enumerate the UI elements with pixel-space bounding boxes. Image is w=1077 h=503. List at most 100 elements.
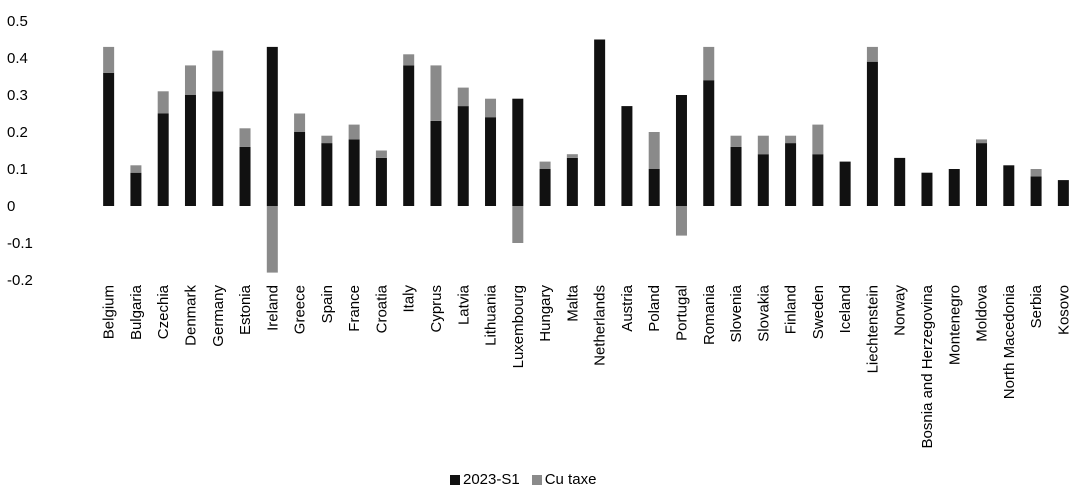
bar-cu-taxe [430, 65, 442, 121]
legend-swatch-series-1 [450, 474, 460, 485]
bar-cu-taxe [266, 206, 278, 273]
bar-2023-s1 [675, 95, 687, 206]
bar-2023-s1 [457, 106, 469, 206]
x-tick-label: Liechtenstein [864, 285, 881, 373]
x-tick-label: Norway [892, 285, 909, 336]
x-tick-label: Slovenia [728, 284, 745, 342]
x-tick-label: Kosovo [1055, 285, 1072, 335]
bar-2023-s1 [1030, 176, 1042, 206]
x-tick-label: Poland [646, 285, 663, 332]
bar-cu-taxe [539, 161, 551, 169]
x-tick-label: North Macedonia [1001, 284, 1018, 399]
legend-swatch-series-2 [531, 474, 542, 485]
bar-2023-s1 [921, 172, 933, 206]
bar-cu-taxe [485, 98, 497, 118]
bar-cu-taxe [976, 139, 988, 144]
x-tick-label: Moldova [974, 284, 991, 341]
y-tick-label: 0.2 [7, 124, 28, 141]
bar-cu-taxe [866, 46, 878, 62]
bar-2023-s1 [375, 157, 387, 206]
x-tick-label: Netherlands [592, 285, 609, 366]
x-tick-label: Hungary [537, 285, 554, 342]
bar-2023-s1 [866, 61, 878, 207]
bar-2023-s1 [212, 91, 224, 206]
bar-cu-taxe [757, 135, 769, 155]
x-tick-label: Croatia [373, 284, 390, 333]
bar-cu-taxe [812, 124, 824, 155]
bar-2023-s1 [184, 95, 196, 206]
bar-2023-s1 [403, 65, 415, 207]
bar-2023-s1 [785, 143, 797, 206]
x-tick-label: Belgium [101, 285, 118, 339]
bar-cu-taxe [294, 113, 306, 132]
bar-2023-s1 [730, 146, 742, 206]
x-tick-label: Germany [210, 285, 227, 347]
legend-label-series-2: Cu taxe [544, 471, 597, 488]
bar-2023-s1 [485, 117, 497, 206]
x-tick-label: Denmark [182, 285, 199, 346]
x-tick-label: Ireland [264, 285, 281, 331]
x-tick-label: Bulgaria [128, 284, 145, 340]
y-tick-label: -0.2 [7, 272, 33, 289]
bar-cu-taxe [675, 206, 687, 236]
bar-2023-s1 [103, 72, 115, 206]
bar-2023-s1 [948, 169, 960, 206]
bar-cu-taxe [648, 132, 660, 169]
bar-2023-s1 [321, 143, 333, 206]
legend-item-series-2: Cu taxe [531, 471, 597, 488]
bar-2023-s1 [539, 169, 551, 206]
y-axis: 0.5 0.4 0.3 0.2 0.1 0 -0.1 -0.2 [7, 13, 33, 289]
x-tick-label: Iceland [837, 285, 854, 333]
x-axis-labels: Belgium Bulgaria Czechia Denmark Germany Esto… [101, 284, 1073, 448]
bar-cu-taxe [103, 46, 115, 73]
bar-cu-taxe [157, 91, 169, 114]
bar-2023-s1 [703, 80, 715, 206]
bar-2023-s1 [512, 98, 524, 206]
bar-2023-s1 [157, 113, 169, 206]
y-tick-label: 0.1 [7, 161, 28, 178]
bars [103, 39, 1069, 273]
bar-2023-s1 [976, 143, 988, 206]
bar-cu-taxe [239, 128, 251, 147]
bar-cu-taxe [375, 150, 387, 158]
x-tick-label: Malta [564, 284, 581, 321]
bar-cu-taxe [512, 206, 524, 243]
x-tick-label: Slovakia [755, 284, 772, 341]
bar-2023-s1 [130, 172, 142, 206]
x-tick-label: Spain [319, 285, 336, 323]
x-tick-label: Montenegro [946, 285, 963, 365]
bar-2023-s1 [1057, 180, 1069, 206]
bar-2023-s1 [757, 154, 769, 206]
bar-2023-s1 [894, 157, 906, 206]
bar-cu-taxe [130, 165, 142, 173]
bar-cu-taxe [1030, 169, 1042, 177]
x-tick-label: Greece [292, 285, 309, 334]
bar-cu-taxe [730, 135, 742, 147]
bar-2023-s1 [239, 146, 251, 206]
bar-2023-s1 [348, 139, 360, 206]
x-tick-label: Finland [783, 285, 800, 334]
y-tick-label: 0.5 [7, 13, 28, 30]
x-tick-label: France [346, 285, 363, 332]
bar-2023-s1 [621, 106, 633, 206]
x-tick-label: Romania [701, 284, 718, 345]
x-tick-label: Estonia [237, 284, 254, 335]
legend-item-series-1: 2023-S1 [450, 471, 520, 488]
x-tick-label: Serbia [1028, 284, 1045, 328]
bar-cu-taxe [321, 135, 333, 144]
x-tick-label: Italy [401, 285, 418, 313]
bar-2023-s1 [430, 120, 442, 206]
x-tick-label: Czechia [155, 284, 172, 339]
bar-cu-taxe [184, 65, 196, 95]
y-tick-label: 0 [7, 198, 15, 215]
legend-label-series-1: 2023-S1 [463, 471, 520, 488]
x-tick-label: Latvia [455, 284, 472, 325]
bar-cu-taxe [212, 50, 224, 92]
bar-cu-taxe [457, 87, 469, 107]
chart: 0.5 0.4 0.3 0.2 0.1 0 -0.1 -0.2 Belgium Bulgaria… [7, 13, 1073, 448]
bar-2023-s1 [266, 46, 278, 207]
bar-2023-s1 [594, 39, 606, 206]
bar-2023-s1 [812, 154, 824, 206]
x-tick-label: Austria [619, 284, 636, 331]
bar-cu-taxe [403, 54, 415, 66]
